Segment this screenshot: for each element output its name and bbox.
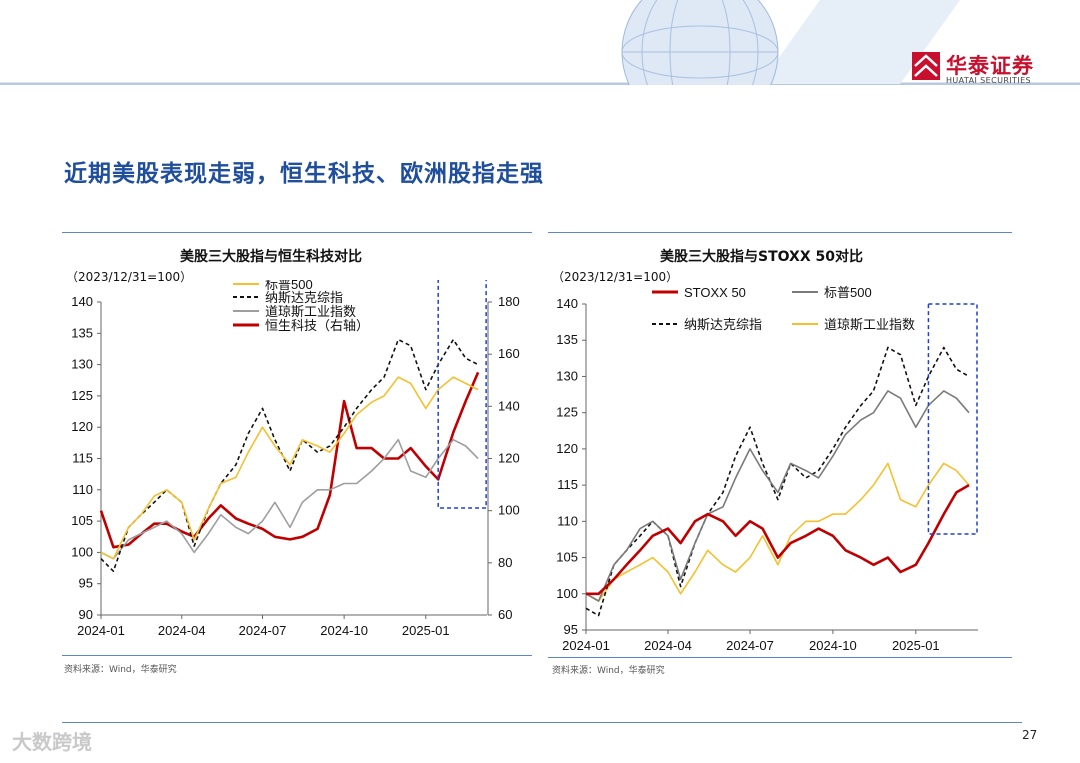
chart2-legend-label: 纳斯达克综指 [684, 317, 762, 332]
footer-rule [62, 722, 1022, 723]
chart1-y-right-tick-label: 100 [498, 503, 520, 518]
header-band [0, 0, 1080, 88]
chart1-top-rule [62, 232, 532, 233]
chart1-y-right-tick-label: 140 [498, 398, 520, 413]
chart1-y-tick-label: 125 [71, 388, 93, 403]
chart2-legend-label: STOXX 50 [684, 285, 746, 300]
chart2-plot: 95 100 105 110 115 120 125 130 135 140 2024-01 2024… [556, 285, 978, 653]
chart1-y-tick-label: 120 [71, 419, 93, 434]
chart2-series-line [586, 483, 970, 596]
brand-name: 华泰证券 [946, 54, 1034, 78]
chart1-plot: 90 95 100 105 110 115 120 125 130 135 140 60 80 100 12… [71, 280, 520, 638]
huatai-logo-icon [912, 52, 940, 80]
page-number: 27 [1022, 728, 1038, 742]
chart2-x-tick-label: 2025-01 [892, 638, 940, 653]
chart1-bottom-rule [62, 655, 532, 656]
globe-icon [621, 0, 779, 88]
chart1-y-right-tick-label: 180 [498, 294, 520, 309]
chart1-y-right-tick-label: 120 [498, 451, 520, 466]
chart1-y-right-tick-label: 80 [498, 555, 512, 570]
chart2-series-line [585, 390, 970, 602]
chart1-subtitle: （2023/12/31=100） [66, 270, 193, 284]
chart1-series-line [100, 376, 479, 560]
chart2-subtitle: （2023/12/31=100） [552, 270, 679, 284]
chart2-y-tick-label: 125 [556, 405, 578, 420]
chart1-y-right-tick-label: 60 [498, 607, 512, 622]
brand-subtitle: HUATAI SECURITIES [946, 76, 1032, 85]
chart2-x-tick-label: 2024-04 [644, 638, 692, 653]
chart1-legend-label: 道琼斯工业指数 [265, 304, 356, 319]
chart1-series-line [100, 438, 479, 560]
chart2-legend-label: 标普500 [824, 285, 872, 300]
chart2-y-tick-label: 120 [556, 441, 578, 456]
chart1-legend-label: 纳斯达克综指 [265, 290, 343, 305]
chart2-y-tick-label: 130 [556, 368, 578, 383]
chart2-highlight-box [927, 303, 978, 535]
chart2-bottom-rule [548, 657, 1012, 658]
chart1-source: 资料来源：Wind，华泰研究 [64, 665, 177, 675]
chart2-series-line [585, 346, 970, 617]
page-title: 近期美股表现走弱，恒生科技、欧洲股指走强 [64, 161, 544, 187]
chart2-title: 美股三大股指与STOXX 50对比 [660, 249, 863, 265]
chart2-source: 资料来源：Wind，华泰研究 [552, 666, 665, 676]
chart2-x-tick-label: 2024-10 [809, 638, 857, 653]
chart1-y-tick-label: 95 [79, 576, 93, 591]
chart1-legend-label: 恒生科技（右轴） [265, 318, 369, 333]
chart2-y-tick-label: 105 [556, 550, 578, 565]
chart1-title: 美股三大股指与恒生科技对比 [180, 249, 362, 265]
chart2-y-tick-label: 95 [564, 622, 578, 637]
chart2-top-rule [548, 232, 1012, 233]
watermark: 大数跨境 [12, 730, 92, 754]
chart2-y-tick-label: 110 [557, 513, 578, 528]
chart1-legend-label: 标普500 [265, 280, 313, 292]
chart1-series-line [100, 338, 479, 573]
chart1-y-tick-label: 140 [71, 294, 93, 309]
chart2-y-tick-label: 115 [557, 477, 578, 492]
chart1-y-tick-label: 100 [71, 544, 93, 559]
chart1-x-tick-label: 2025-01 [402, 623, 450, 638]
chart1-x-tick-label: 2024-04 [158, 623, 206, 638]
chart2-legend-label: 道琼斯工业指数 [824, 317, 915, 332]
chart1-y-tick-label: 110 [72, 482, 93, 497]
chart2-y-tick-label: 140 [556, 296, 578, 311]
chart1-y-tick-label: 135 [71, 325, 93, 340]
chart2-x-tick-label: 2024-01 [562, 638, 610, 653]
chart1-y-right-tick-label: 160 [498, 346, 520, 361]
chart2-y-tick-label: 135 [556, 332, 578, 347]
chart1-y-tick-label: 115 [72, 451, 93, 466]
chart2-y-tick-label: 100 [556, 586, 578, 601]
chart1-x-tick-label: 2024-01 [77, 623, 125, 638]
chart1-y-tick-label: 90 [79, 607, 93, 622]
chart2-series-line [585, 462, 970, 602]
chart2-x-tick-label: 2024-07 [726, 638, 774, 653]
chart1-x-tick-label: 2024-10 [320, 623, 368, 638]
chart1-highlight-box [437, 280, 487, 509]
chart1-y-tick-label: 130 [71, 357, 93, 372]
chart1-y-tick-label: 105 [71, 513, 93, 528]
chart1-series-line [99, 371, 480, 549]
chart1-x-tick-label: 2024-07 [239, 623, 287, 638]
